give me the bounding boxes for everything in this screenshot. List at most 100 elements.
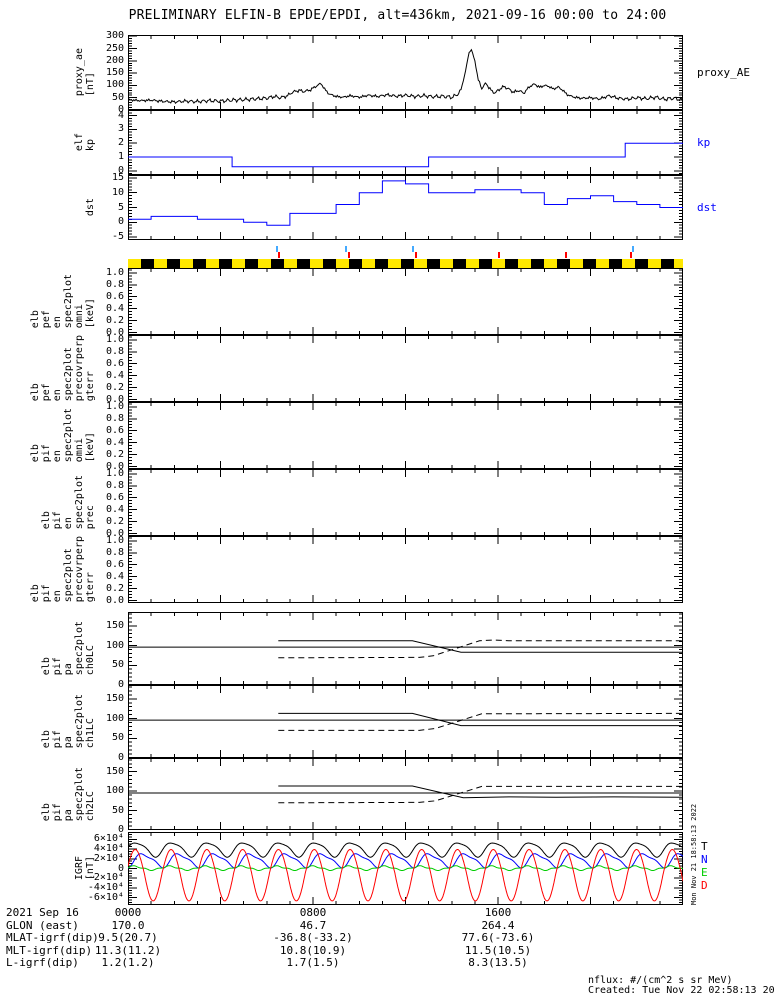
y-tick-label: 0.4: [105, 302, 124, 314]
series-kp: [128, 142, 683, 168]
right-label-kp: kp: [697, 135, 711, 149]
legend-D: D: [701, 879, 708, 892]
y-axis-label-text: elb pif en spec2plot precovrperp gterr: [30, 536, 96, 603]
y-tick-label: 300: [105, 30, 124, 42]
panel-lc0: [128, 612, 683, 685]
y-tick-label: 0.4: [105, 503, 124, 515]
y-axis-label-text: elb pef en spec2plot omni [keV]: [30, 274, 96, 329]
science-zone-tick-red: [565, 252, 568, 258]
ephemeris-row-label: L-igrf(dip): [6, 956, 79, 969]
y-tick-label: 150: [105, 765, 124, 777]
flux-units-note: nflux: #/(cm^2 s sr MeV): [588, 975, 733, 986]
y-tick-label: -2×10⁴: [87, 872, 124, 884]
y-tick-label: 0.6: [105, 558, 124, 570]
y-tick-label: 0.2: [105, 381, 124, 393]
y-tick-label: 0.8: [105, 546, 124, 558]
y-axis-label-kp: elf kp: [74, 110, 96, 175]
y-tick-label: 150: [105, 692, 124, 704]
y-tick-label: 1.0: [105, 266, 124, 278]
ephemeris-value: 1.7(1.5): [286, 956, 340, 969]
y-tick-label: 1: [117, 151, 124, 163]
y-tick-label: 0: [117, 164, 124, 176]
y-axis-label-text: IGRF [nT]: [74, 856, 96, 881]
y-tick-label: 150: [105, 67, 124, 79]
panel-proxy_ae: [128, 35, 683, 110]
y-tick-label: 100: [105, 639, 124, 651]
right-label-proxy_ae: proxy_AE: [697, 65, 750, 79]
series-T: [128, 842, 683, 858]
y-tick-label: 6×10⁴: [93, 833, 124, 845]
y-tick-label: 1.0: [105, 467, 124, 479]
y-tick-label: -4×10⁴: [87, 881, 124, 893]
y-axis-label-spec_pif_prec: elb pif en spec2plot prec: [41, 469, 96, 536]
series-antilosscone: [278, 712, 683, 731]
y-tick-label: 0.6: [105, 290, 124, 302]
y-tick-label: 0.0: [105, 594, 124, 606]
panel-lc2: [128, 758, 683, 830]
science-zone-tick-red: [498, 252, 500, 258]
science-zone-tick-blue: [632, 246, 635, 252]
y-axis-label-spec_pef_precovrperp: elb pef en spec2plot precovrperp gterr: [30, 335, 96, 402]
ephemeris-value: 11.3(11.2): [94, 943, 162, 957]
y-tick-label: 100: [105, 79, 124, 91]
y-tick-label: 0.0: [105, 393, 124, 405]
y-axis-label-text: elb pif pa spec2plot ch0LC: [41, 621, 96, 676]
series-antilosscone: [278, 785, 683, 804]
right-label-dst: dst: [697, 200, 717, 214]
legend-N: N: [701, 853, 708, 866]
science-zone-tick-blue: [412, 246, 415, 252]
ephemeris-value: 0000: [114, 906, 142, 919]
y-tick-label: 50: [111, 659, 124, 671]
y-tick-label: 0: [117, 104, 124, 115]
series-losscone: [278, 785, 683, 799]
ephemeris-value: 1.2(1.2): [101, 956, 155, 969]
ephemeris-value: 264.4: [481, 918, 515, 932]
series-losscone: [278, 712, 683, 727]
y-tick-label: 0.6: [105, 491, 124, 503]
y-tick-label: 0.0: [105, 527, 124, 539]
series-losscone: [278, 640, 683, 653]
y-tick-label: 0.4: [105, 369, 124, 381]
y-axis-label-text: dst: [85, 198, 96, 217]
y-tick-label: 0.0: [105, 460, 124, 472]
y-tick-label: 15: [111, 171, 124, 183]
y-tick-label: -5: [111, 231, 124, 243]
y-tick-label: 200: [105, 54, 124, 66]
y-tick-label: 0: [117, 752, 124, 763]
y-tick-label: 0.4: [105, 570, 124, 582]
y-tick-label: 4×10⁴: [93, 843, 124, 855]
y-axis-label-lc0: elb pif pa spec2plot ch0LC: [41, 612, 96, 685]
ephemeris-row-label: MLAT-igrf(dip): [6, 931, 99, 944]
science-zone-tick-red: [629, 252, 632, 258]
panel-spec_pif_prec: [128, 469, 683, 536]
y-tick-label: 250: [105, 42, 124, 54]
plot-title: PRELIMINARY ELFIN-B EPDE/EPDI, alt=436km…: [128, 8, 667, 23]
ephemeris-value: 1600: [484, 906, 512, 919]
y-axis-label-proxy_ae: proxy_ae [nT]: [74, 35, 96, 110]
y-tick-label: 0: [117, 216, 124, 228]
ephemeris-value: 9.5(20.7): [98, 931, 158, 944]
y-tick-label: 50: [111, 732, 124, 744]
y-tick-label: 0.8: [105, 278, 124, 290]
y-axis-label-text: elb pef en spec2plot precovrperp gterr: [30, 335, 96, 402]
y-tick-label: 3: [117, 123, 124, 135]
y-axis-label-lc2: elb pif pa spec2plot ch2LC: [41, 758, 96, 830]
y-tick-label: 0.4: [105, 436, 124, 448]
y-tick-label: 0.2: [105, 515, 124, 527]
y-axis-label-spec_pef_omni: elb pef en spec2plot omni [keV]: [30, 268, 96, 335]
science-zone-bar: [128, 259, 683, 268]
science-zone-tick-red: [414, 252, 417, 258]
legend-E: E: [701, 866, 708, 879]
science-zone-tick-blue: [345, 246, 348, 252]
y-tick-label: 0.2: [105, 314, 124, 326]
ephemeris-value: -36.8(-33.2): [273, 931, 353, 944]
y-tick-label: 1.0: [105, 534, 124, 546]
y-axis-label-spec_pif_omni: elb pif en spec2plot omni [keV]: [30, 402, 96, 469]
y-axis-label-text: elb pif en spec2plot prec: [41, 475, 96, 530]
y-axis-label-text: proxy_ae [nT]: [74, 48, 96, 97]
y-tick-label: 0: [117, 679, 124, 690]
ephemeris-value: 77.6(-73.6): [461, 931, 535, 944]
y-tick-label: 2: [117, 137, 124, 149]
series-antilosscone: [278, 639, 683, 659]
y-tick-label: 1.0: [105, 400, 124, 412]
